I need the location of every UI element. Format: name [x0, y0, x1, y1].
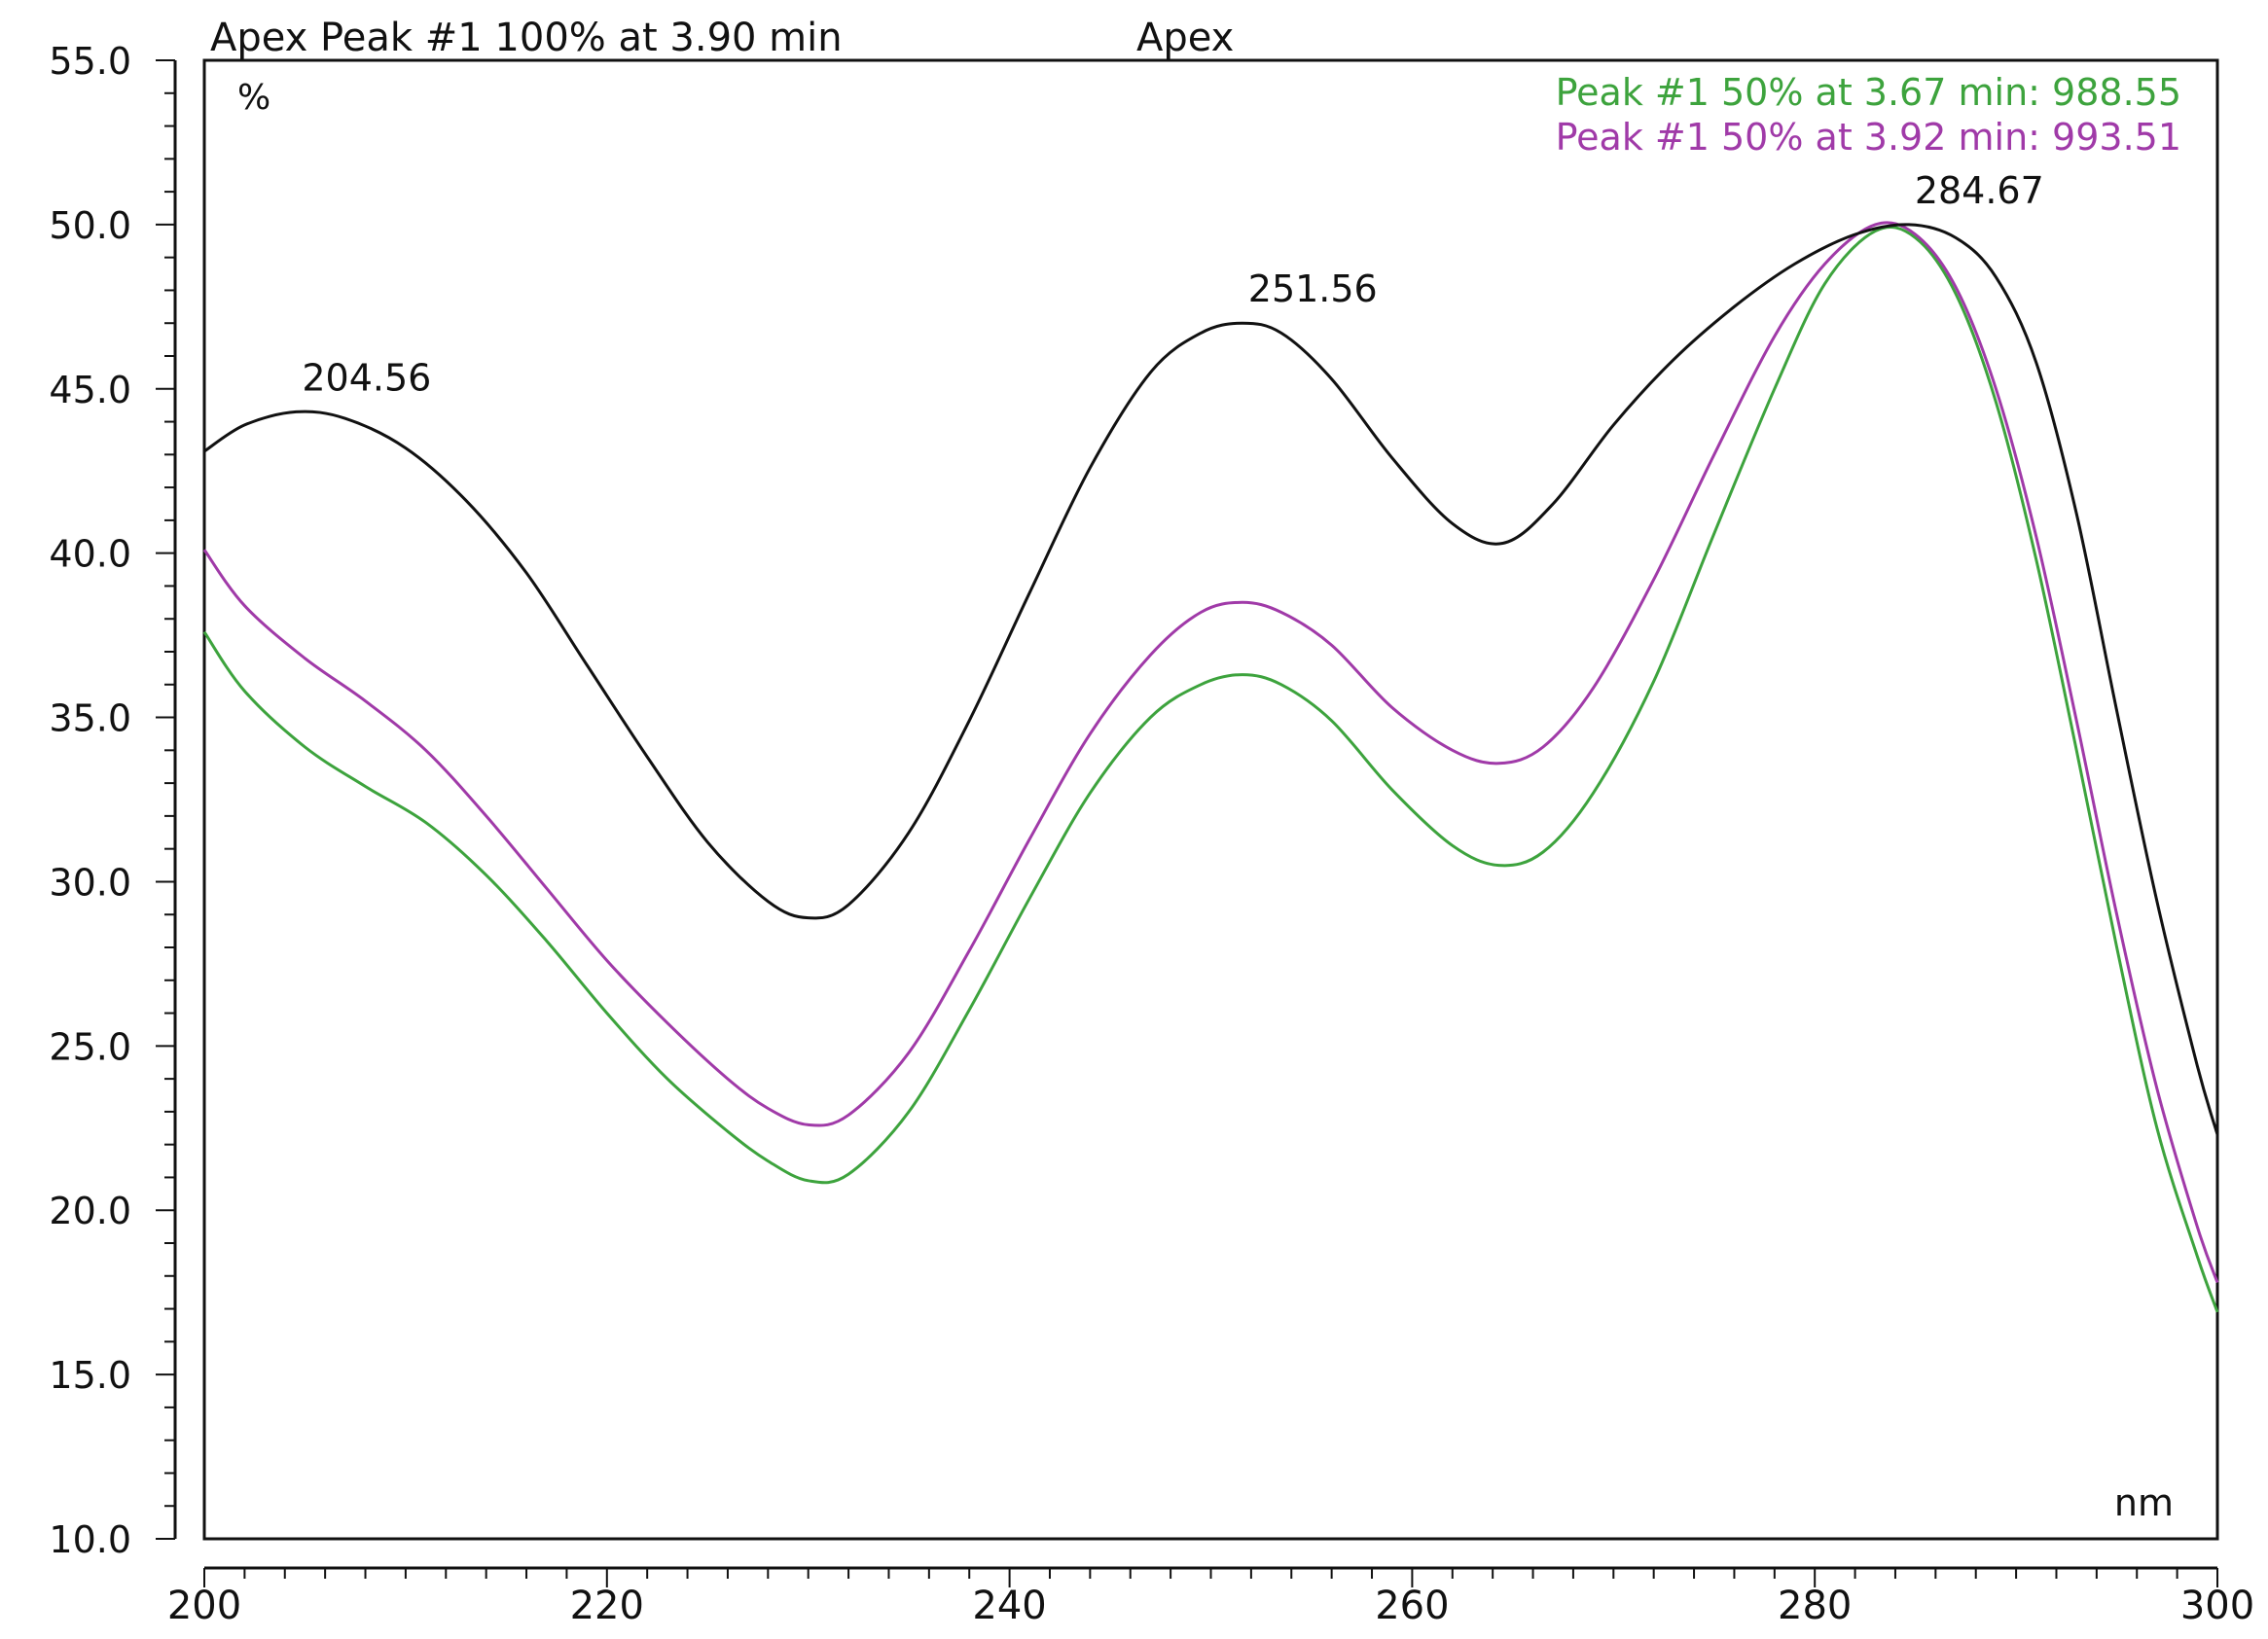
- series-layer: [202, 221, 2219, 1313]
- peak-label: 251.56: [1248, 267, 1378, 310]
- x-tick-label: 220: [570, 1584, 644, 1628]
- series-line-apex: [203, 223, 2219, 1135]
- legend: Peak #1 50% at 3.67 min: 988.55 Peak #1 …: [1556, 71, 2181, 159]
- y-tick-label: 40.0: [49, 533, 131, 576]
- y-tick-label: 45.0: [49, 369, 131, 411]
- plot-frame: [202, 58, 2219, 1541]
- peak-annotations: 204.56 251.56 284.67: [302, 169, 2043, 400]
- peak-label: 284.67: [1915, 169, 2044, 212]
- y-tick-label: 55.0: [49, 40, 131, 83]
- y-axis: 10.0 15.0 20.0 25.0 30.0 35.0 40.0 45.0 50.0 55.0: [49, 40, 177, 1561]
- y-tick-label: 30.0: [49, 861, 131, 904]
- legend-entry-peak-3-67: Peak #1 50% at 3.67 min: 988.55: [1556, 71, 2181, 114]
- y-tick-label: 50.0: [49, 204, 131, 247]
- y-tick-label: 10.0: [49, 1518, 131, 1561]
- series-line-peak-3-92: [202, 221, 2219, 1284]
- y-tick-label: 20.0: [49, 1190, 131, 1232]
- x-tick-label: 240: [972, 1584, 1046, 1628]
- y-tick-label: 25.0: [49, 1025, 131, 1068]
- x-tick-label: 200: [167, 1584, 241, 1628]
- x-axis: 200 220 240 260 280 300: [167, 1566, 2254, 1628]
- series-line-peak-3-67: [202, 226, 2219, 1313]
- x-tick-label: 260: [1375, 1584, 1449, 1628]
- y-tick-label: 15.0: [49, 1354, 131, 1397]
- x-axis-label: nm: [2114, 1481, 2174, 1524]
- legend-entry-peak-3-92: Peak #1 50% at 3.92 min: 993.51: [1556, 116, 2181, 159]
- y-axis-label: %: [237, 78, 270, 118]
- x-tick-label: 300: [2180, 1584, 2254, 1628]
- chart-header-right: Apex: [1136, 16, 1234, 60]
- x-tick-label: 280: [1778, 1584, 1852, 1628]
- peak-label: 204.56: [302, 356, 431, 399]
- y-tick-label: 35.0: [49, 697, 131, 740]
- chart-header-left: Apex Peak #1 100% at 3.90 min: [210, 16, 843, 60]
